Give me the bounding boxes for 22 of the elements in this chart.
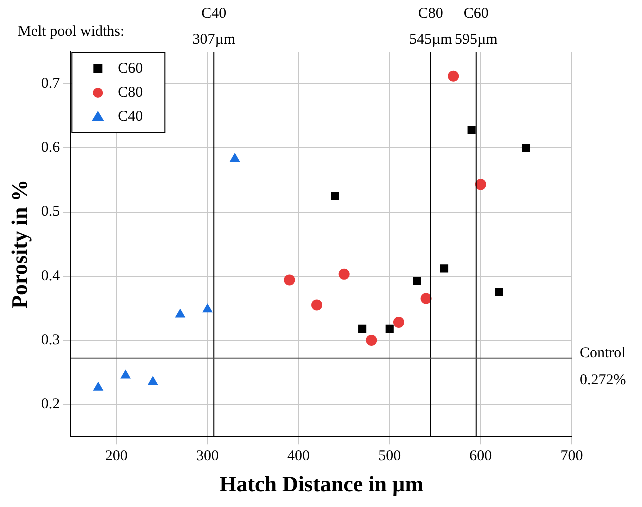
legend-label: C60 xyxy=(118,60,144,77)
ref-line-label: Control 0.272% xyxy=(580,345,626,388)
legend-label: C80 xyxy=(118,84,144,101)
y-tick-label: 0.6 xyxy=(41,140,61,156)
y-tick-label: 0.3 xyxy=(41,332,60,348)
y-tick-label: 0.2 xyxy=(41,396,60,412)
y-tick-label: 0.7 xyxy=(41,76,61,92)
ref-line-label: C80 545µm xyxy=(409,6,453,48)
x-tick-label: 300 xyxy=(196,448,219,465)
y-tick-label: 0.5 xyxy=(41,204,60,220)
x-axis-title: Hatch Distance in µm xyxy=(220,471,424,496)
y-tick-label: 0.4 xyxy=(41,268,61,284)
y-axis-title: Porosity in % xyxy=(6,180,32,309)
text: Melt pool widths: xyxy=(18,24,125,40)
x-tick-label: 600 xyxy=(470,448,492,465)
legend-label: C40 xyxy=(118,108,144,125)
ref-line-label: C40 307µm xyxy=(192,6,236,48)
x-tick-label: 700 xyxy=(560,448,584,465)
ref-line-label: C60 595µm xyxy=(454,6,498,48)
x-tick-label: 400 xyxy=(288,448,310,465)
x-tick-label: 500 xyxy=(378,448,402,465)
x-tick-label: 200 xyxy=(105,448,128,465)
